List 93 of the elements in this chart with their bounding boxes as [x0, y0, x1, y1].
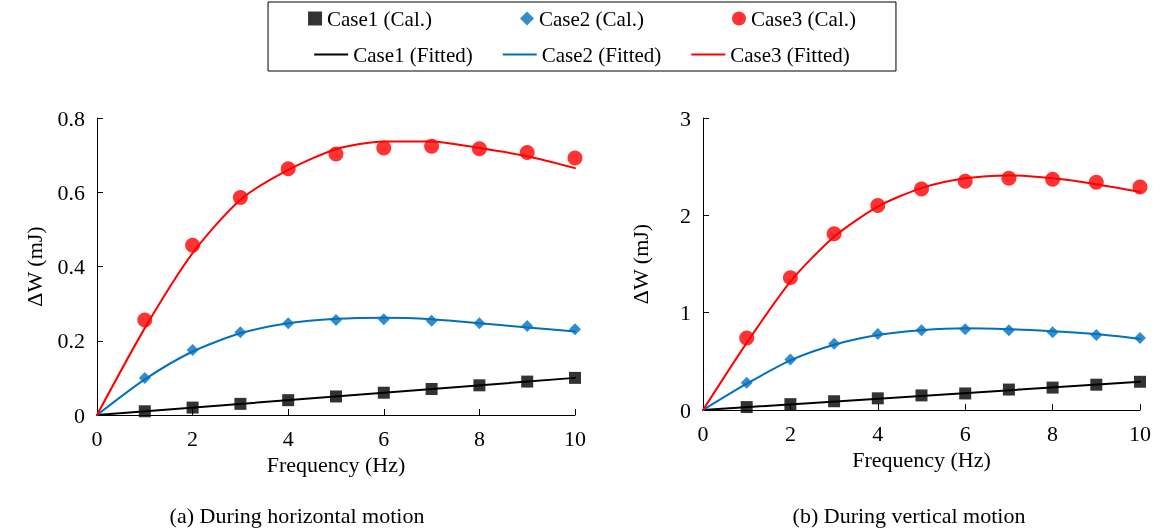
- point: [1046, 381, 1059, 394]
- point: [740, 376, 753, 389]
- x-axis-title: Frequency (Hz): [266, 452, 406, 478]
- point: [1134, 375, 1146, 388]
- point: [914, 181, 929, 197]
- point: [232, 189, 248, 205]
- point: [330, 313, 342, 326]
- y-axis-title: ΔW (mJ): [21, 226, 47, 307]
- point: [186, 344, 199, 357]
- point: [782, 270, 798, 286]
- point: [915, 324, 928, 337]
- point: [473, 317, 486, 330]
- point: [828, 337, 841, 350]
- x-tick-label: 2: [187, 425, 199, 451]
- legend-label: Case1 (Cal.): [327, 6, 433, 31]
- point: [1002, 324, 1015, 337]
- x-tick-label: 6: [959, 420, 971, 446]
- point: [186, 401, 199, 414]
- point: [234, 326, 247, 339]
- point: [280, 161, 296, 177]
- x-tick-label: 4: [282, 425, 294, 451]
- x-tick-label: 10: [564, 425, 586, 451]
- point: [915, 389, 928, 402]
- text: (a) During horizontal motion: [169, 502, 425, 528]
- x-tick-label: 8: [1047, 420, 1059, 446]
- point: [473, 379, 486, 392]
- point: [521, 375, 534, 388]
- point: [1132, 179, 1148, 195]
- point: [138, 371, 151, 384]
- y-tick-label: 0: [74, 402, 85, 428]
- x-tick-label: 8: [473, 425, 485, 451]
- legend-label: Case3 (Cal.): [750, 6, 856, 31]
- point: [1088, 174, 1104, 190]
- y-tick-label: 0: [680, 397, 691, 423]
- point: [376, 140, 392, 156]
- point: [519, 145, 535, 161]
- legend-label: Case2 (Fitted): [541, 42, 662, 67]
- text: (b) During vertical motion: [792, 502, 1026, 528]
- point: [1002, 383, 1015, 396]
- point: [137, 312, 153, 328]
- y-tick-label: 0.4: [57, 254, 85, 279]
- point: [424, 138, 440, 154]
- y-tick-label: 1: [680, 300, 691, 326]
- point: [1046, 326, 1059, 339]
- point: [569, 371, 581, 384]
- point: [1001, 170, 1017, 186]
- point: [784, 353, 797, 366]
- point: [328, 146, 344, 162]
- point: [1090, 329, 1103, 342]
- point: [1090, 378, 1103, 391]
- y-tick-label: 3: [680, 105, 691, 131]
- x-tick-label: 2: [784, 420, 796, 446]
- point: [377, 386, 390, 399]
- legend-label: Case3 (Fitted): [730, 42, 850, 67]
- point: [1045, 171, 1061, 187]
- point: [740, 401, 753, 414]
- y-axis-title: ΔW (mJ): [627, 223, 653, 305]
- x-tick-label: 0: [697, 420, 709, 446]
- x-tick-label: 10: [1129, 420, 1151, 446]
- point: [234, 397, 247, 410]
- point: [185, 237, 201, 253]
- point: [330, 390, 342, 403]
- point: [425, 314, 438, 327]
- point: [569, 323, 581, 336]
- y-tick-label: 2: [680, 202, 691, 228]
- y-tick-label: 0.8: [57, 105, 85, 131]
- legend-label: Case2 (Cal.): [539, 6, 644, 31]
- point: [282, 317, 295, 330]
- point: [826, 226, 842, 242]
- x-tick-label: 0: [91, 425, 103, 451]
- point: [959, 387, 972, 400]
- point: [425, 383, 438, 396]
- x-axis-title: Frequency (Hz): [852, 447, 991, 473]
- point: [567, 150, 583, 166]
- point: [784, 398, 797, 411]
- point: [828, 395, 841, 408]
- point: [377, 313, 390, 326]
- x-tick-label: 6: [378, 425, 390, 451]
- point: [871, 328, 884, 341]
- legend-label: Case1 (Fitted): [353, 42, 473, 67]
- point: [138, 405, 151, 418]
- point: [871, 392, 884, 405]
- point: [739, 330, 755, 346]
- x-tick-label: 4: [872, 420, 884, 446]
- point: [471, 141, 487, 157]
- point: [870, 198, 886, 214]
- point: [959, 323, 972, 336]
- y-tick-label: 0.2: [57, 328, 85, 354]
- y-tick-label: 0.6: [57, 179, 85, 205]
- point: [1134, 331, 1146, 344]
- point: [957, 173, 973, 189]
- point: [521, 319, 534, 332]
- point: [282, 394, 295, 407]
